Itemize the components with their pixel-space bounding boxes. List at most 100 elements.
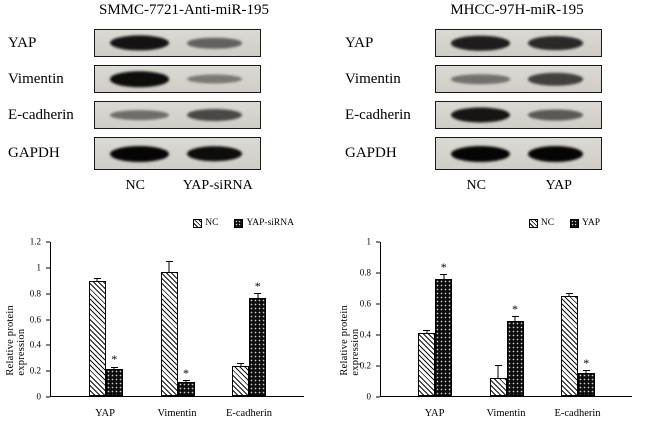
legend-item-nc: NC xyxy=(528,218,554,228)
plot: * * * xyxy=(380,242,632,397)
bar-yap-sirna-yap xyxy=(105,369,123,396)
y-tick-label: 0.2 xyxy=(359,360,371,371)
y-tick-label: 0.4 xyxy=(29,339,41,350)
bar-slot: * xyxy=(577,242,595,396)
protein-band xyxy=(450,107,511,123)
y-tick-mark xyxy=(376,396,380,398)
y-tick-label: 0.2 xyxy=(29,365,41,376)
y-tick-mark xyxy=(376,334,380,336)
y-tick-label: 0.8 xyxy=(29,288,41,299)
protein-label: Vimentin xyxy=(345,70,401,87)
y-tick-label: 1.2 xyxy=(29,236,41,247)
bar-slot: * xyxy=(249,242,267,396)
lane-label-treatment: YAP-siRNA xyxy=(182,178,253,193)
significance-star: * xyxy=(183,365,189,380)
error-bar xyxy=(585,369,587,373)
bar-yap-sirna-vimentin xyxy=(177,381,195,396)
protein-band xyxy=(528,36,583,50)
protein-band xyxy=(528,145,583,162)
significance-star: * xyxy=(440,260,447,275)
blot-image xyxy=(435,29,602,57)
error-bar xyxy=(426,329,428,333)
blot-row: Vimentin xyxy=(8,65,313,93)
blot-row: YAP xyxy=(8,29,313,57)
error-bar xyxy=(514,315,516,321)
bar-yap-sirna-e-cadherin xyxy=(249,298,267,396)
legend-swatch-hatch-icon xyxy=(193,218,203,228)
protein-band xyxy=(187,109,242,121)
y-tick-mark xyxy=(46,319,50,320)
error-bar xyxy=(497,365,499,378)
blot-row: Vimentin xyxy=(345,65,645,93)
x-tick-label: YAP xyxy=(95,408,115,419)
bar-group-e-cadherin: * xyxy=(232,242,267,396)
legend-item-nc: NC xyxy=(193,218,218,228)
protein-label: E-cadherin xyxy=(345,106,411,123)
protein-band xyxy=(528,72,583,86)
x-axis-labels: YAP Vimentin E-cadherin xyxy=(50,408,304,419)
error-bar xyxy=(240,362,242,367)
lane-label-nc: NC xyxy=(466,178,486,193)
y-tick-label: 0.6 xyxy=(29,314,41,324)
legend-label: NC xyxy=(205,218,219,228)
legend-item-treatment: YAP-siRNA xyxy=(234,218,294,228)
bar-group-vimentin: * xyxy=(160,242,195,396)
blot-image xyxy=(435,65,602,93)
chart-legend: NC YAP xyxy=(528,218,600,228)
bar-nc-vimentin xyxy=(160,271,178,396)
blot-row: E-cadherin xyxy=(8,101,313,129)
bar-slot xyxy=(489,242,507,396)
lane-labels: NC YAP-siRNA xyxy=(94,178,259,194)
protein-band xyxy=(450,35,511,51)
bar-nc-yap xyxy=(88,280,106,396)
bar-slot xyxy=(418,242,436,396)
protein-band xyxy=(109,35,170,51)
blot-image xyxy=(94,65,261,93)
y-tick-mark xyxy=(46,267,50,269)
y-tick-mark xyxy=(46,344,50,346)
error-bar xyxy=(185,379,187,382)
y-tick-mark xyxy=(46,293,50,295)
y-tick-mark xyxy=(376,272,380,274)
error-bar xyxy=(96,277,98,281)
y-tick-mark xyxy=(46,370,50,372)
protein-label: E-cadherin xyxy=(8,106,74,123)
x-axis-labels: YAP Vimentin E-cadherin xyxy=(380,408,632,419)
legend-item-treatment: YAP xyxy=(570,218,600,228)
lane-label-treatment: YAP xyxy=(545,178,572,193)
blot-row: GAPDH xyxy=(8,137,313,170)
blot-image xyxy=(435,101,602,129)
significance-star: * xyxy=(254,279,261,294)
y-tick-label: 0.8 xyxy=(359,267,371,278)
blot-panel-title: SMMC-7721-Anti-miR-195 xyxy=(98,2,270,18)
blot-row: GAPDH xyxy=(345,137,645,170)
protein-band xyxy=(450,74,511,84)
blot-image xyxy=(94,137,261,170)
error-bar xyxy=(168,261,170,272)
blot-panel-title: MHCC-97H-miR-195 xyxy=(450,2,584,18)
bar-nc-e-cadherin xyxy=(560,295,578,396)
error-bar xyxy=(257,293,259,299)
legend-swatch-solid-icon xyxy=(570,218,580,228)
y-tick-mark xyxy=(46,396,50,398)
bar-nc-yap xyxy=(418,332,436,396)
protein-band xyxy=(187,145,242,162)
bar-group-e-cadherin: * xyxy=(560,242,595,396)
x-tick-label: Vimentin xyxy=(486,408,526,419)
y-tick-label: 0 xyxy=(36,391,42,402)
significance-star: * xyxy=(111,352,118,367)
blot-row: YAP xyxy=(345,29,645,57)
legend-label: YAP xyxy=(582,218,600,228)
legend-swatch-hatch-icon xyxy=(528,218,538,228)
protein-label: YAP xyxy=(345,34,374,51)
protein-band xyxy=(109,145,170,162)
lane-label-nc: NC xyxy=(125,178,145,193)
protein-label: Vimentin xyxy=(8,70,64,87)
blot-panel-mhcc97h: MHCC-97H-miR-195 YAP Vimentin E-cadherin GA… xyxy=(345,2,645,194)
protein-band xyxy=(187,74,242,84)
blot-rows: YAP Vimentin E-cadherin GAPDH xyxy=(8,29,313,170)
y-tick-mark xyxy=(46,241,50,243)
lane-labels: NC YAP xyxy=(435,178,600,194)
bar-yap-vimentin xyxy=(506,320,524,396)
